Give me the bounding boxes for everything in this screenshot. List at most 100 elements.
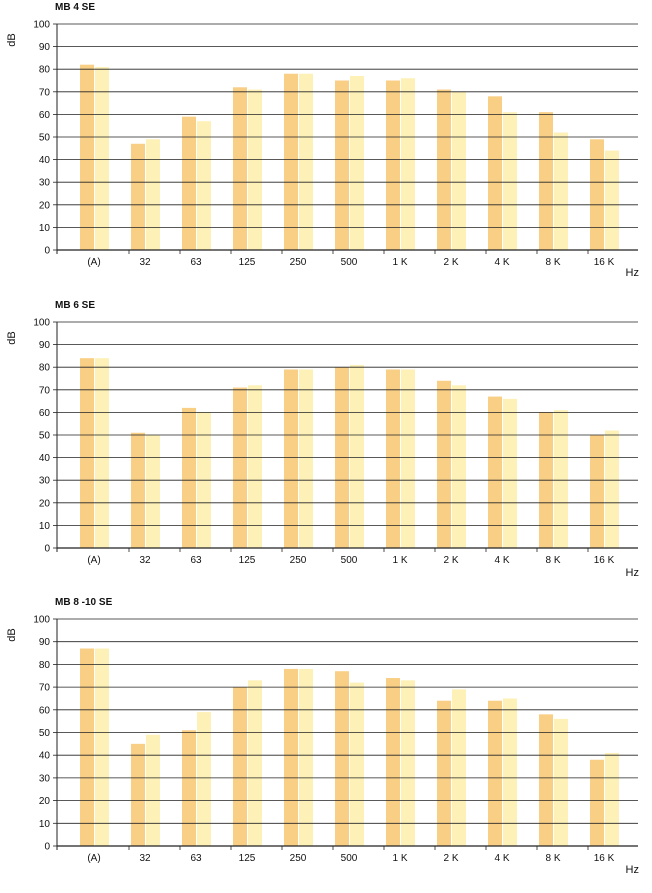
bar-b-7 (452, 91, 466, 250)
x-tick-label: 8 K (545, 853, 560, 864)
bar-b-7 (452, 385, 466, 548)
bar-a-7 (437, 89, 451, 250)
bar-b-0 (95, 358, 109, 548)
bar-b-10 (605, 150, 619, 250)
bar-a-4 (284, 73, 298, 250)
bar-b-3 (248, 680, 262, 846)
y-tick-label: 70 (39, 385, 51, 396)
bar-b-8 (503, 112, 517, 250)
y-tick-label: 0 (44, 246, 50, 257)
bar-a-2 (182, 116, 196, 250)
x-tick-label: 500 (341, 853, 358, 864)
x-axis-label: Hz (626, 864, 639, 876)
bar-a-7 (437, 380, 451, 548)
x-tick-label: 4 K (494, 257, 509, 268)
bar-b-8 (503, 698, 517, 846)
y-tick-label: 50 (39, 431, 51, 442)
bar-a-10 (590, 759, 604, 846)
bar-b-9 (554, 718, 568, 846)
bar-a-1 (131, 743, 145, 846)
x-tick-label: (A) (87, 555, 100, 566)
bar-a-6 (386, 678, 400, 846)
x-tick-label: 250 (290, 555, 307, 566)
x-tick-label: 32 (139, 555, 151, 566)
x-tick-label: 32 (139, 853, 151, 864)
bar-a-8 (488, 700, 502, 846)
y-tick-label: 40 (39, 155, 51, 166)
x-tick-label: 250 (290, 853, 307, 864)
x-tick-label: 1 K (392, 257, 407, 268)
bar-b-10 (605, 430, 619, 548)
y-tick-label: 30 (39, 773, 51, 784)
bar-b-5 (350, 75, 364, 250)
bar-a-3 (233, 687, 247, 846)
y-tick-label: 90 (39, 340, 51, 351)
y-tick-label: 70 (39, 87, 51, 98)
bar-a-4 (284, 369, 298, 548)
x-axis-label: Hz (626, 267, 639, 279)
x-tick-label: 63 (190, 555, 202, 566)
bar-a-0 (80, 358, 94, 548)
x-tick-label: 125 (239, 555, 256, 566)
bar-a-7 (437, 700, 451, 846)
x-tick-label: 500 (341, 555, 358, 566)
y-tick-label: 100 (33, 20, 50, 31)
bar-a-1 (131, 143, 145, 250)
bar-a-5 (335, 80, 349, 250)
chart-title: MB 6 SE (55, 300, 95, 311)
x-axis-label: Hz (626, 567, 639, 579)
chart-panel-1: MB 4 SE dB Hz 0 10 20 30 40 50 60 70 80 90 100 (A) 3… (6, 2, 639, 279)
bar-a-5 (335, 671, 349, 846)
y-tick-label: 80 (39, 660, 51, 671)
bar-b-4 (299, 73, 313, 250)
bar-b-1 (146, 734, 160, 846)
x-tick-label: 1 K (392, 853, 407, 864)
x-tick-label: 125 (239, 853, 256, 864)
bar-a-1 (131, 432, 145, 548)
x-tick-label: 16 K (594, 853, 615, 864)
bar-a-6 (386, 80, 400, 250)
bar-b-1 (146, 139, 160, 250)
x-tick-label: 63 (190, 853, 202, 864)
bar-a-3 (233, 387, 247, 548)
y-tick-label: 100 (33, 615, 50, 626)
y-tick-label: 10 (39, 521, 51, 532)
bar-b-4 (299, 668, 313, 846)
x-tick-label: 16 K (594, 555, 615, 566)
x-tick-label: 500 (341, 257, 358, 268)
x-tick-label: (A) (87, 257, 100, 268)
y-tick-label: 60 (39, 408, 51, 419)
y-axis-label: dB (6, 33, 18, 46)
x-tick-label: 250 (290, 257, 307, 268)
y-tick-label: 90 (39, 637, 51, 648)
bar-a-9 (539, 112, 553, 250)
x-tick-label: 63 (190, 257, 202, 268)
bar-b-6 (401, 680, 415, 846)
y-tick-label: 20 (39, 796, 51, 807)
y-tick-label: 80 (39, 65, 51, 76)
y-tick-label: 0 (44, 544, 50, 555)
x-tick-label: 8 K (545, 257, 560, 268)
y-tick-label: 50 (39, 133, 51, 144)
x-tick-label: (A) (87, 853, 100, 864)
y-tick-label: 60 (39, 110, 51, 121)
x-tick-label: 8 K (545, 555, 560, 566)
y-tick-label: 40 (39, 453, 51, 464)
x-tick-label: 4 K (494, 853, 509, 864)
x-tick-label: 125 (239, 257, 256, 268)
x-tick-label: 1 K (392, 555, 407, 566)
bar-a-8 (488, 96, 502, 250)
bar-a-2 (182, 730, 196, 846)
bar-b-1 (146, 435, 160, 548)
y-axis-label: dB (6, 628, 18, 641)
bar-a-0 (80, 648, 94, 846)
y-tick-label: 60 (39, 705, 51, 716)
y-tick-label: 70 (39, 683, 51, 694)
y-tick-label: 0 (44, 842, 50, 853)
bar-a-10 (590, 139, 604, 250)
y-tick-label: 30 (39, 476, 51, 487)
chart-panel-2: MB 6 SE dB Hz 0 10 20 30 40 50 60 70 80 90 100 (A) 3… (6, 300, 639, 579)
y-tick-label: 100 (33, 318, 50, 329)
y-tick-label: 10 (39, 819, 51, 830)
